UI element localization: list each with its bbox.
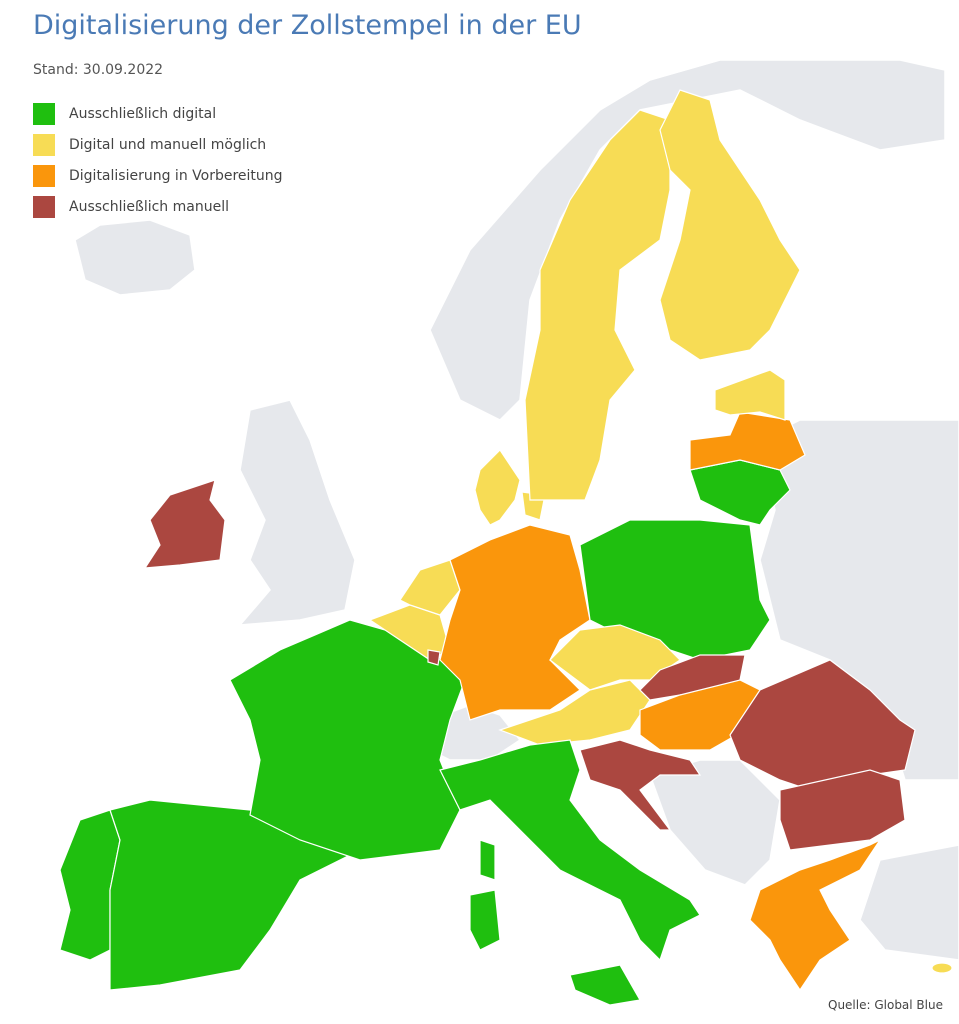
country — [479, 839, 496, 881]
country — [579, 739, 702, 831]
country — [439, 524, 591, 721]
country — [779, 769, 906, 851]
country — [569, 964, 641, 1006]
country — [439, 739, 701, 962]
country — [427, 649, 441, 666]
country — [469, 889, 501, 951]
country — [524, 109, 671, 501]
source: Quelle: Global Blue — [828, 998, 943, 1012]
country — [143, 479, 226, 569]
legend-swatch — [33, 164, 55, 187]
legend-swatch — [33, 195, 55, 218]
country — [931, 962, 953, 974]
legend-label: Ausschließlich digital — [69, 105, 217, 122]
title: Digitalisierung der Zollstempel in der E… — [33, 10, 582, 41]
legend: Ausschließlich digital Digital und manue… — [33, 98, 283, 222]
legend-label: Digital und manuell möglich — [69, 136, 267, 153]
legend-swatch — [33, 102, 55, 125]
subtitle: Stand: 30.09.2022 — [33, 62, 164, 78]
legend-item: Digital und manuell möglich — [33, 129, 283, 160]
country — [714, 369, 786, 421]
country — [689, 411, 806, 471]
country — [729, 659, 916, 791]
country — [474, 449, 521, 526]
legend-item: Ausschließlich digital — [33, 98, 283, 129]
country — [659, 89, 801, 361]
countries — [59, 89, 953, 1006]
legend-label: Ausschließlich manuell — [69, 198, 229, 215]
non-eu-land — [74, 59, 959, 961]
legend-item: Ausschließlich manuell — [33, 191, 283, 222]
legend-label: Digitalisierung in Vorbereitung — [69, 167, 283, 184]
legend-item: Digitalisierung in Vorbereitung — [33, 160, 283, 191]
legend-swatch — [33, 133, 55, 156]
country — [749, 838, 882, 992]
country — [549, 624, 681, 691]
